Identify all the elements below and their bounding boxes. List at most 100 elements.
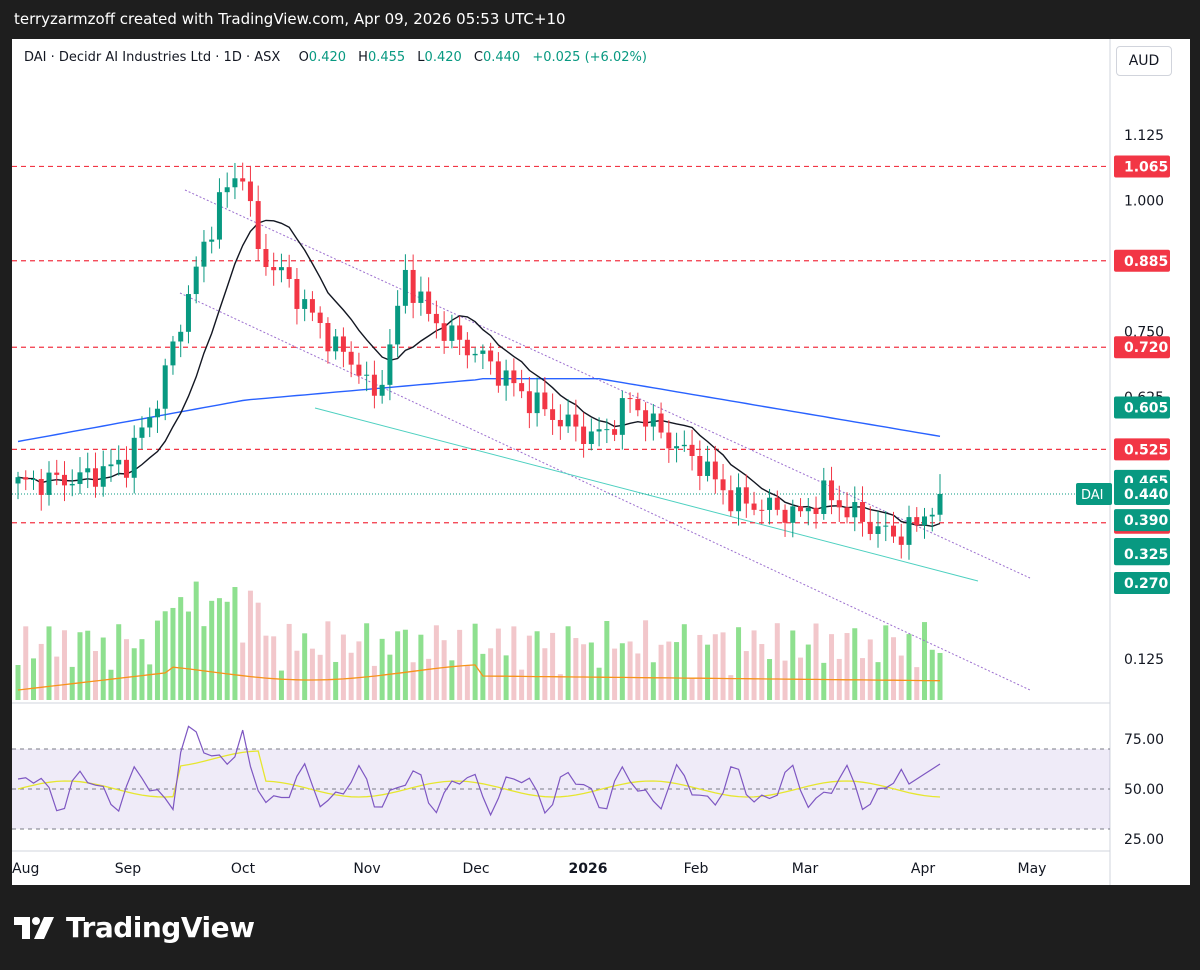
volume-bar	[410, 662, 416, 700]
volume-bar	[108, 669, 114, 700]
candle-body	[418, 291, 424, 303]
brand-name: TradingView	[66, 911, 255, 944]
volume-bar	[147, 664, 153, 700]
volume-bar	[356, 641, 362, 700]
volume-bar	[596, 667, 602, 700]
volume-bar	[395, 631, 401, 700]
volume-bar	[441, 640, 447, 700]
candle-body	[426, 291, 432, 314]
volume-bar	[821, 662, 827, 700]
volume-bar	[519, 669, 525, 700]
currency-button[interactable]: AUD	[1116, 46, 1172, 76]
candle-body	[836, 500, 842, 508]
volume-bar	[379, 638, 385, 700]
rsi-line	[17, 725, 941, 817]
candle-body	[30, 478, 36, 480]
candle-body	[325, 322, 331, 352]
price-label: 0.440	[1124, 487, 1169, 503]
volume-bar	[232, 587, 238, 700]
long-ma-line	[17, 378, 941, 443]
tradingview-logo[interactable]: TradingView	[14, 911, 255, 944]
volume-bar	[534, 631, 540, 700]
candle-body	[782, 509, 788, 523]
volume-bar	[131, 648, 137, 700]
channel-upper-line	[184, 189, 1031, 579]
tradingview-logo-icon	[14, 916, 54, 939]
volume-bar	[720, 632, 726, 700]
candle-body	[720, 479, 726, 491]
candle-body	[728, 490, 734, 512]
watermark-text: terryzarmzoff created with TradingView.c…	[14, 10, 566, 28]
time-tick-label: Dec	[462, 861, 489, 877]
volume-bar	[317, 654, 323, 700]
volume-bar	[503, 655, 509, 700]
candle-body	[635, 399, 641, 411]
candle-body	[147, 417, 153, 428]
volume-bar	[929, 649, 935, 700]
volume-bar	[46, 626, 52, 700]
symbol-line: DAI · Decidr AI Industries Ltd · 1D · AS…	[24, 50, 281, 65]
low-label: L	[417, 50, 425, 65]
candle-body	[379, 384, 385, 396]
candle-body	[790, 506, 796, 523]
candle-body	[813, 507, 819, 514]
volume-bar	[829, 634, 835, 700]
volume-bar	[488, 648, 494, 700]
level-label: 0.525	[1124, 442, 1168, 458]
volume-bar	[867, 639, 873, 700]
volume-bar	[240, 642, 246, 700]
volume-bar	[922, 622, 928, 700]
volume-bar	[418, 634, 424, 700]
candle-body	[224, 187, 230, 193]
volume-bar	[774, 623, 780, 700]
volume-bar	[38, 643, 44, 700]
candle-body	[15, 477, 21, 484]
chart-panel[interactable]	[12, 39, 1110, 885]
candle-body	[542, 392, 548, 410]
candle-body	[178, 331, 184, 342]
candle-body	[309, 299, 315, 313]
candle-body	[550, 409, 556, 420]
volume-bar	[30, 658, 36, 700]
candle-body	[681, 444, 687, 447]
volume-bar	[790, 630, 796, 700]
time-tick-label: Mar	[792, 861, 819, 877]
volume-bar	[333, 661, 339, 700]
candle-body	[937, 493, 943, 515]
time-tick-label: Sep	[115, 861, 142, 877]
volume-bar	[891, 637, 897, 700]
price-tick-label: 1.125	[1124, 128, 1164, 144]
candle-body	[348, 351, 354, 365]
candle-body	[333, 336, 339, 352]
candle-body	[650, 413, 656, 427]
time-tick-label: May	[1018, 861, 1047, 877]
volume-bar	[364, 623, 370, 700]
volume-bar	[875, 662, 881, 700]
volume-bar	[216, 598, 222, 700]
candle-body	[867, 521, 873, 534]
volume-bar	[402, 629, 408, 700]
candle-body	[573, 414, 579, 427]
level-badge	[1114, 249, 1170, 272]
candle-body	[201, 241, 207, 267]
candle-body	[364, 374, 370, 376]
symbol-tag-badge	[1076, 482, 1112, 505]
candle-body	[612, 429, 618, 435]
candle-body	[821, 480, 827, 514]
volume-bar	[627, 641, 633, 700]
bottom-bar	[0, 886, 1200, 970]
time-tick-label: Oct	[231, 861, 256, 877]
volume-bar	[294, 650, 300, 700]
volume-bar	[154, 620, 160, 700]
price-axis-area[interactable]	[1110, 39, 1190, 885]
volume-bar	[224, 601, 230, 700]
volume-bar	[61, 630, 67, 700]
candle-body	[557, 419, 563, 427]
rsi-tick-label: 75.00	[1124, 732, 1164, 748]
candle-body	[278, 267, 284, 271]
candle-body	[340, 336, 346, 352]
volume-bar	[209, 600, 215, 700]
candle-body	[108, 464, 114, 467]
candle-body	[774, 497, 780, 510]
